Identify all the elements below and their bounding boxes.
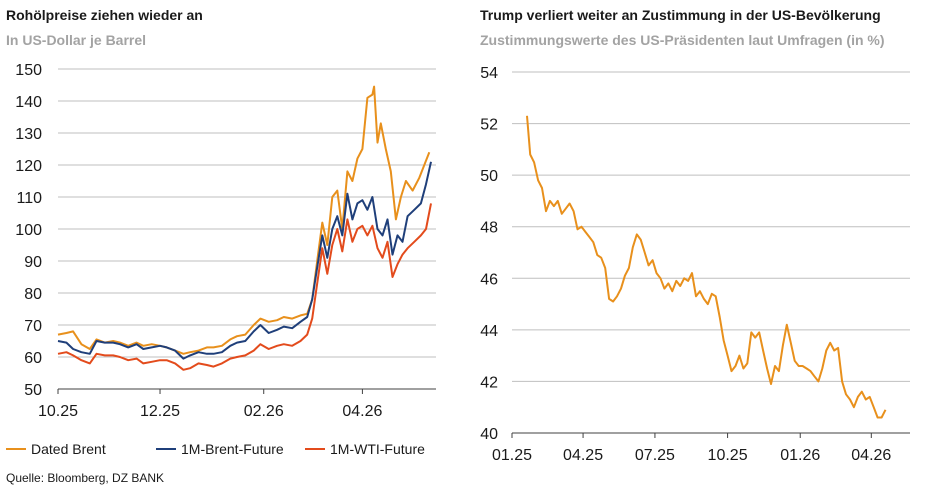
oil-y-tick-label: 50 bbox=[24, 382, 42, 399]
oil-x-tick-label: 10.25 bbox=[38, 403, 78, 420]
oil-x-tick-label: 02.26 bbox=[244, 403, 284, 420]
oil-y-tick-label: 120 bbox=[15, 158, 42, 175]
source-note: Quelle: Bloomberg, DZ BANK bbox=[6, 471, 164, 485]
approval-y-tick-label: 52 bbox=[480, 117, 498, 134]
approval-x-tick-label: 01.26 bbox=[780, 447, 820, 464]
approval-y-tick-label: 54 bbox=[480, 65, 498, 82]
approval-y-tick-label: 44 bbox=[480, 323, 498, 340]
legend-label: 1M-WTI-Future bbox=[330, 441, 425, 457]
oil-legend: Dated Brent 1M-Brent-Future 1M-WTI-Future bbox=[6, 441, 425, 457]
legend-label: Dated Brent bbox=[31, 441, 106, 457]
oil-x-tick-label: 04.26 bbox=[342, 403, 382, 420]
approval-chart-title: Trump verliert weiter an Zustimmung in d… bbox=[480, 7, 881, 23]
approval-y-tick-label: 50 bbox=[480, 168, 498, 185]
oil-y-tick-label: 70 bbox=[24, 318, 42, 335]
approval-grid bbox=[512, 71, 910, 382]
oil-grid bbox=[58, 68, 436, 358]
approval-x-tick-label: 04.25 bbox=[563, 447, 603, 464]
approval-x-tick-label: 04.26 bbox=[851, 447, 891, 464]
approval-y-tick-label: 40 bbox=[480, 426, 498, 443]
oil-price-chart: Rohölpreise ziehen wieder an In US-Dolla… bbox=[6, 7, 436, 485]
oil-y-tick-label: 140 bbox=[15, 94, 42, 111]
oil-series bbox=[57, 85, 432, 371]
oil-chart-subtitle: In US-Dollar je Barrel bbox=[6, 32, 146, 48]
oil-y-tick-label: 60 bbox=[24, 350, 42, 367]
approval-y-tick-label: 42 bbox=[480, 374, 498, 391]
approval-x-tick-label: 01.25 bbox=[492, 447, 532, 464]
oil-y-tick-label: 80 bbox=[24, 286, 42, 303]
oil-y-tick-label: 100 bbox=[15, 222, 42, 239]
oil-y-tick-label: 130 bbox=[15, 126, 42, 143]
approval-series-line-0 bbox=[526, 115, 887, 419]
approval-x-tick-label: 07.25 bbox=[635, 447, 675, 464]
oil-chart-title: Rohölpreise ziehen wieder an bbox=[6, 7, 203, 23]
oil-series-line-1 bbox=[57, 161, 432, 360]
oil-x-axis: 10.25 12.25 02.26 04.26 bbox=[38, 388, 436, 420]
oil-y-tick-label: 110 bbox=[16, 190, 42, 207]
oil-y-tick-label: 90 bbox=[24, 254, 42, 271]
approval-y-tick-label: 48 bbox=[480, 220, 498, 237]
approval-chart-subtitle: Zustimmungswerte des US-Präsidenten laut… bbox=[480, 32, 885, 48]
approval-series bbox=[526, 115, 887, 419]
oil-y-tick-label: 150 bbox=[15, 62, 42, 79]
oil-series-line-0 bbox=[57, 85, 431, 355]
oil-y-axis: 50 60 70 80 90 100 110 120 130 140 150 bbox=[15, 62, 42, 399]
approval-x-tick-label: 10.25 bbox=[708, 447, 748, 464]
approval-y-tick-label: 46 bbox=[480, 271, 498, 288]
approval-y-axis: 40 42 44 46 48 50 52 54 bbox=[480, 65, 498, 443]
oil-x-tick-label: 12.25 bbox=[140, 403, 180, 420]
oil-series-line-2 bbox=[57, 203, 432, 371]
legend-label: 1M-Brent-Future bbox=[181, 441, 284, 457]
approval-chart: Trump verliert weiter an Zustimmung in d… bbox=[480, 7, 910, 464]
approval-x-axis: 01.25 04.25 07.25 10.25 01.26 04.26 bbox=[492, 432, 910, 464]
